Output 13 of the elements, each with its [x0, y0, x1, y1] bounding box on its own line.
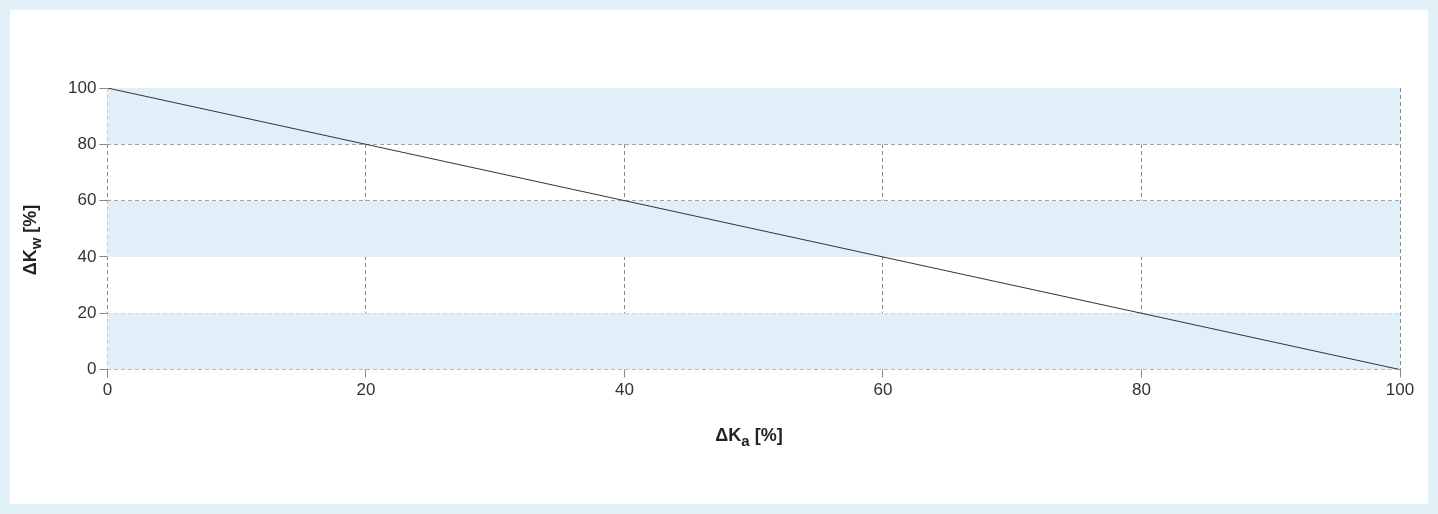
x-tick-label: 80: [1132, 380, 1151, 400]
x-tick-label: 60: [873, 380, 893, 400]
y-tick-label: 60: [77, 190, 97, 210]
y-tick-label: 100: [67, 77, 97, 97]
y-tick-label: 20: [77, 302, 97, 322]
y-tick-label: 0: [86, 359, 97, 379]
x-tick-label: 20: [356, 380, 376, 400]
x-tick-label: 40: [614, 380, 634, 400]
x-tick-label: 0: [102, 380, 113, 400]
x-tick-label: 100: [1385, 380, 1415, 400]
y-tick-label: 80: [77, 134, 97, 154]
x-axis-title: ΔK$_{a}$ [%]: [714, 425, 784, 449]
y-tick-label: 40: [77, 246, 97, 266]
